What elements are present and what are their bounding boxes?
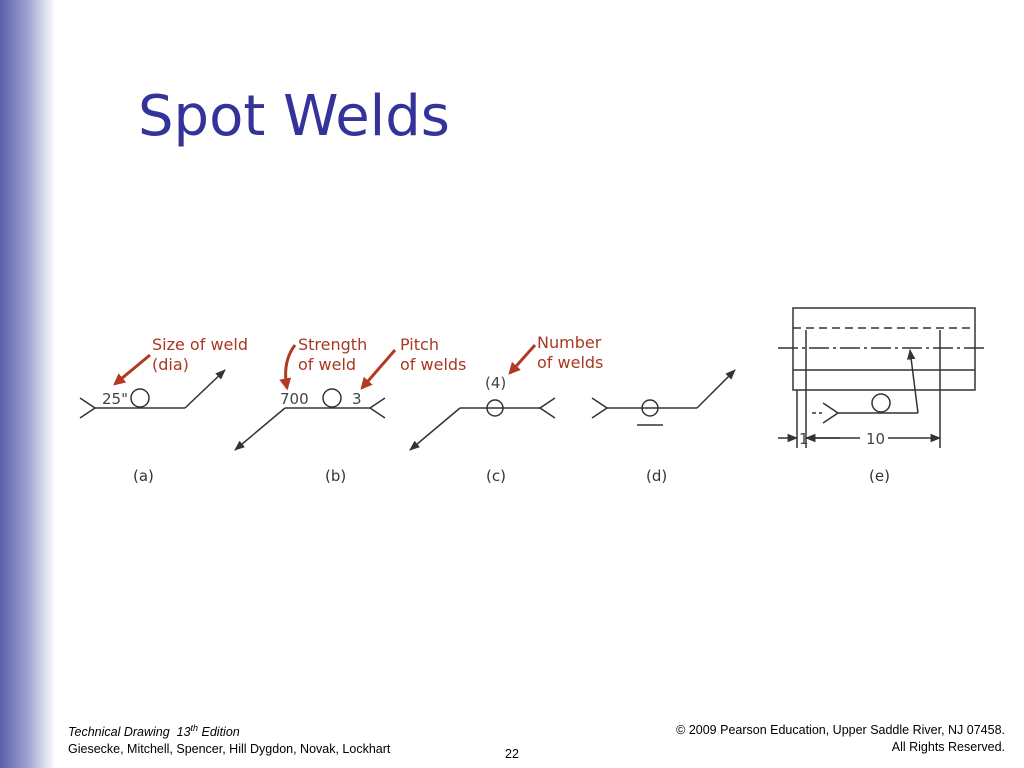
authors: Giesecke, Mitchell, Spencer, Hill Dygdon… [68,742,391,756]
panel-label: (d) [646,467,667,485]
weld-pitch: 3 [352,390,362,408]
book-title: Technical Drawing 13th Edition [68,723,240,739]
annotation: of welds [400,355,466,374]
slide-title: Spot Welds [138,84,450,149]
dimension: 1 [799,430,809,448]
annotation: (dia) [152,355,189,374]
weld-figure [79,307,985,451]
panel-label: (c) [486,467,506,485]
annotation: of weld [298,355,356,374]
copyright: All Rights Reserved. [892,740,1005,754]
page-number: 22 [505,747,519,761]
panel-label: (e) [869,467,890,485]
weld-size: 25" [102,390,128,408]
dimension: 10 [866,430,885,448]
annotation: Number [537,333,602,352]
annotation: Size of weld [152,335,248,354]
panel-label: (a) [133,467,154,485]
weld-number: (4) [485,374,506,392]
annotation: of welds [537,353,603,372]
copyright: © 2009 Pearson Education, Upper Saddle R… [676,723,1005,737]
weld-strength: 700 [280,390,309,408]
panel-label: (b) [325,467,346,485]
annotation: Strength [298,335,367,354]
side-band [0,0,55,768]
annotation: Pitch [400,335,439,354]
